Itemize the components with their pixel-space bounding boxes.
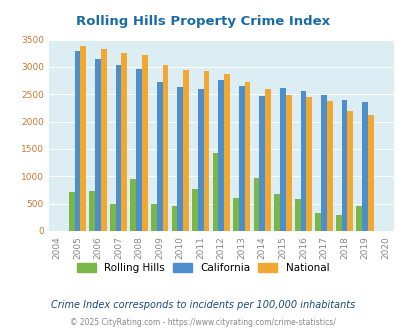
Bar <box>300 91 305 231</box>
Text: Crime Index corresponds to incidents per 100,000 inhabitants: Crime Index corresponds to incidents per… <box>51 300 354 310</box>
Bar <box>320 95 326 231</box>
Bar <box>130 179 136 231</box>
Bar <box>203 71 209 231</box>
Bar <box>335 215 341 231</box>
Bar <box>264 89 270 231</box>
Bar <box>192 189 197 231</box>
Bar <box>259 96 264 231</box>
Bar <box>361 102 367 231</box>
Bar <box>232 198 239 231</box>
Bar <box>151 204 156 231</box>
Bar <box>294 199 300 231</box>
Bar <box>95 59 101 231</box>
Bar <box>156 82 162 231</box>
Bar <box>171 206 177 231</box>
Bar <box>341 100 347 231</box>
Bar <box>183 70 188 231</box>
Bar <box>162 65 168 231</box>
Text: Rolling Hills Property Crime Index: Rolling Hills Property Crime Index <box>76 15 329 28</box>
Bar <box>89 191 95 231</box>
Text: © 2025 CityRating.com - https://www.cityrating.com/crime-statistics/: © 2025 CityRating.com - https://www.city… <box>70 318 335 327</box>
Bar <box>367 115 373 231</box>
Bar <box>197 89 203 231</box>
Bar <box>244 82 250 231</box>
Bar <box>177 87 183 231</box>
Bar <box>224 74 229 231</box>
Bar <box>69 192 75 231</box>
Bar <box>75 50 80 231</box>
Bar <box>142 55 147 231</box>
Bar <box>218 80 224 231</box>
Bar <box>326 101 332 231</box>
Bar <box>239 85 244 231</box>
Bar <box>115 65 121 231</box>
Bar <box>136 69 142 231</box>
Bar <box>274 194 279 231</box>
Bar <box>253 178 259 231</box>
Bar <box>279 88 285 231</box>
Legend: Rolling Hills, California, National: Rolling Hills, California, National <box>72 259 333 277</box>
Bar <box>101 49 107 231</box>
Bar <box>347 111 352 231</box>
Bar <box>110 204 115 231</box>
Bar <box>80 46 86 231</box>
Bar <box>315 213 320 231</box>
Bar <box>356 206 361 231</box>
Bar <box>305 97 311 231</box>
Bar <box>285 95 291 231</box>
Bar <box>212 153 218 231</box>
Bar <box>121 53 127 231</box>
